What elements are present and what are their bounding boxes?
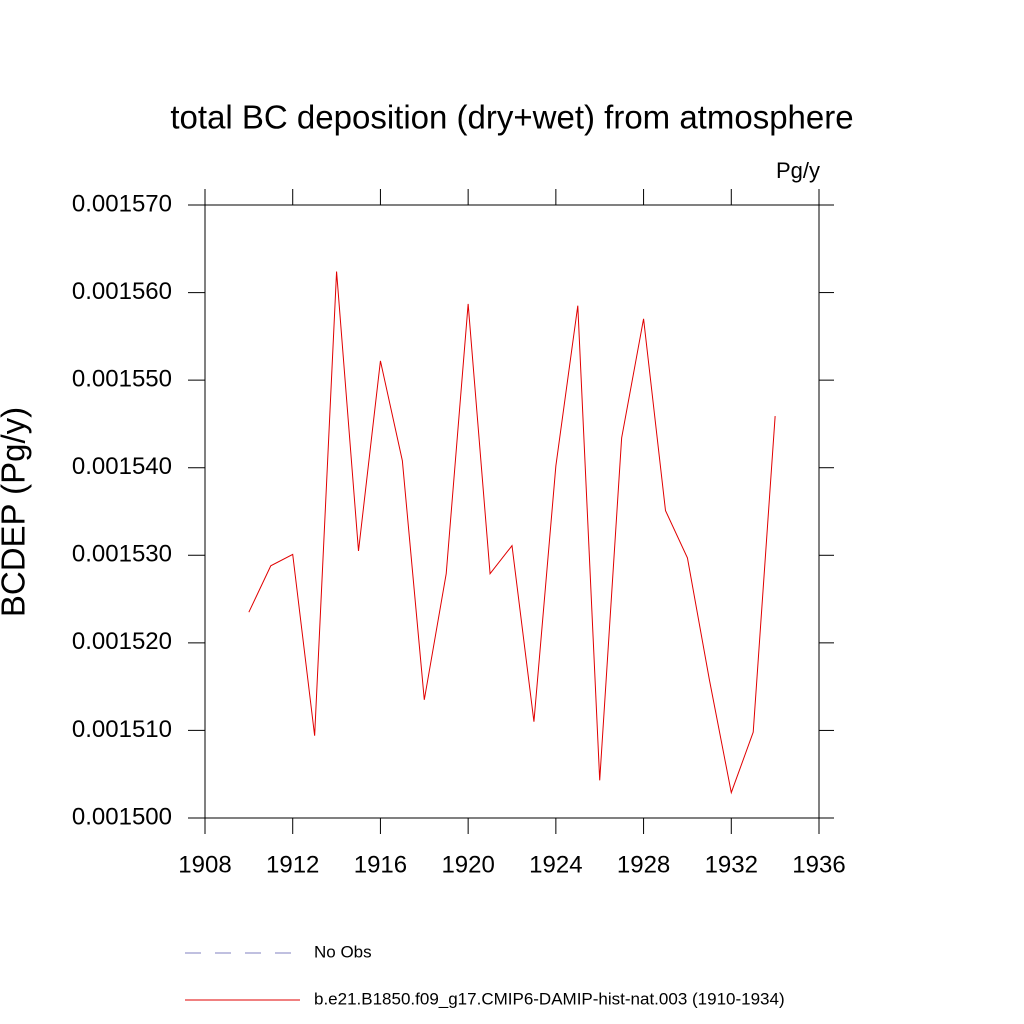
x-tick-label: 1928 [617, 851, 670, 878]
x-tick-label: 1924 [529, 851, 582, 878]
y-axis-label: BCDEP (Pg/y) [0, 407, 32, 617]
units-label: Pg/y [776, 158, 820, 183]
y-tick-label: 0.001500 [72, 803, 172, 830]
y-tick-label: 0.001560 [72, 278, 172, 305]
x-tick-label: 1936 [792, 851, 845, 878]
x-tick-label: 1908 [178, 851, 231, 878]
y-tick-label: 0.001520 [72, 628, 172, 655]
plot-frame [204, 204, 820, 819]
y-tick-label: 0.001550 [72, 365, 172, 392]
x-tick-label: 1920 [441, 851, 494, 878]
y-tick-label: 0.001570 [72, 190, 172, 217]
y-tick-label: 0.001510 [72, 716, 172, 743]
x-tick-label: 1932 [705, 851, 758, 878]
y-tick-label: 0.001540 [72, 453, 172, 480]
legend-label: b.e21.B1850.f09_g17.CMIP6-DAMIP-hist-nat… [314, 989, 785, 1008]
x-tick-label: 1912 [266, 851, 319, 878]
legend-label: No Obs [314, 942, 372, 961]
series-line [248, 271, 776, 795]
chart-title: total BC deposition (dry+wet) from atmos… [170, 99, 853, 136]
x-tick-label: 1916 [354, 851, 407, 878]
y-tick-label: 0.001530 [72, 541, 172, 568]
